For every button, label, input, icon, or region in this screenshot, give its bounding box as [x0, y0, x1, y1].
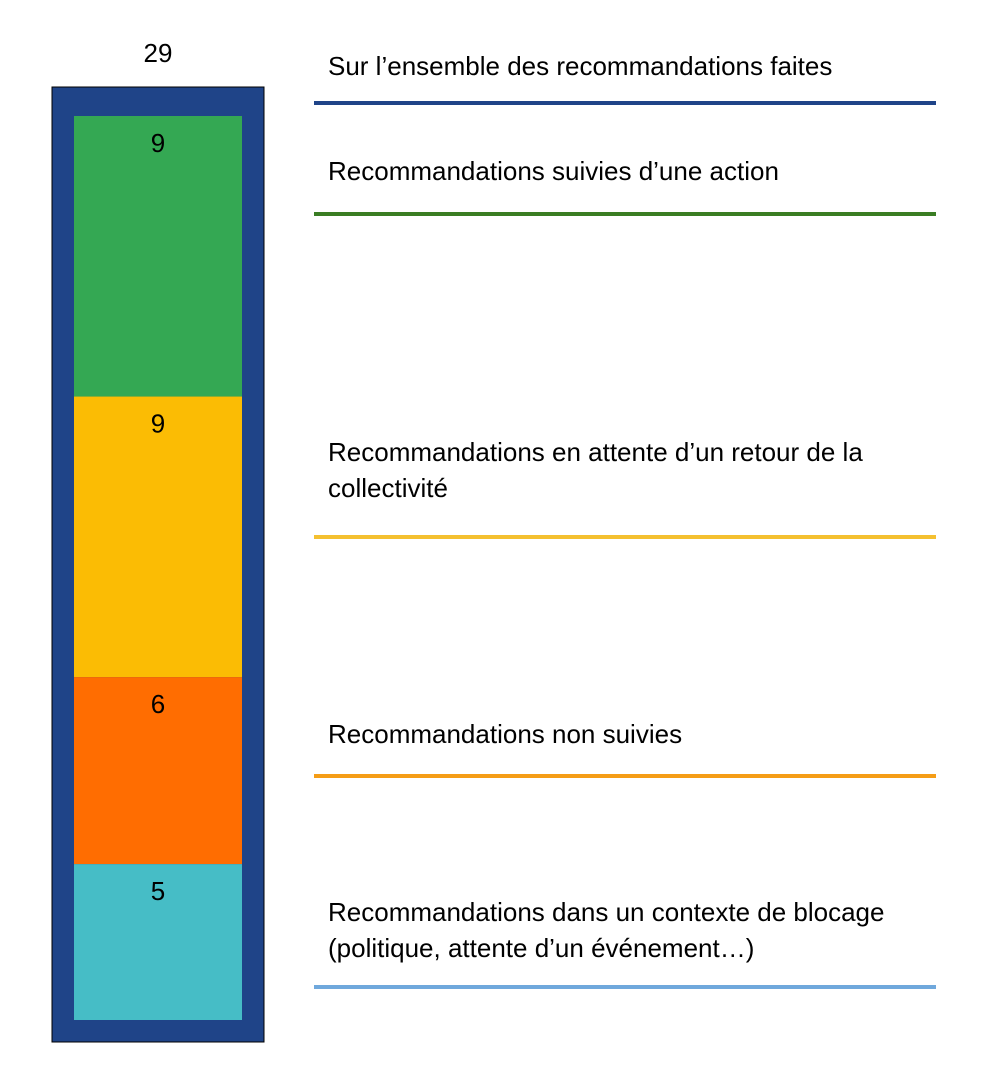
bar-segment-label-2: 9 — [151, 409, 165, 439]
legend-text-1: Recommandations suivies d’une action — [328, 156, 779, 186]
bar-segment-label-1: 9 — [151, 128, 165, 158]
bar-segment-label-3: 6 — [151, 689, 165, 719]
legend-item-3: Recommandations non suivies — [328, 716, 928, 752]
bar-segment-1 — [74, 116, 242, 397]
bar-segment-3 — [74, 677, 242, 865]
legend-total-text: Sur l’ensemble des recommandations faite… — [328, 51, 833, 81]
legend-total-rule — [314, 101, 936, 105]
bar-segment-4 — [74, 864, 242, 1020]
legend-item-1: Recommandations suivies d’une action — [328, 153, 928, 189]
legend-text-2: Recommandations en attente d’un retour d… — [328, 437, 863, 503]
bar-segment-2 — [74, 396, 242, 678]
legend-rule-1 — [314, 212, 936, 216]
legend-rule-2 — [314, 535, 936, 539]
total-value-label: 29 — [143, 38, 173, 68]
legend-rule-4 — [314, 985, 936, 989]
legend-item-4: Recommandations dans un contexte de bloc… — [328, 894, 928, 966]
legend-rule-3 — [314, 774, 936, 778]
legend-item-2: Recommandations en attente d’un retour d… — [328, 434, 928, 506]
bar-segment-label-4: 5 — [151, 876, 165, 906]
legend-total: Sur l’ensemble des recommandations faite… — [328, 48, 928, 84]
legend-text-3: Recommandations non suivies — [328, 719, 683, 749]
legend-text-4: Recommandations dans un contexte de bloc… — [328, 897, 885, 963]
